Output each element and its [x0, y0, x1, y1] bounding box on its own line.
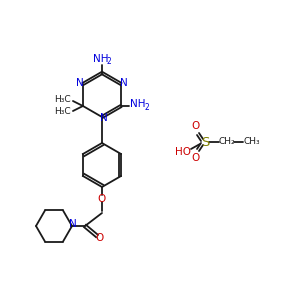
Text: 2: 2: [106, 58, 111, 67]
Text: 2: 2: [145, 103, 149, 112]
Text: NH: NH: [130, 99, 146, 109]
Text: H₃C: H₃C: [54, 106, 70, 116]
Text: HO: HO: [175, 147, 191, 157]
Text: N: N: [69, 219, 77, 229]
Text: S: S: [201, 136, 209, 148]
Text: O: O: [96, 233, 104, 243]
Text: H₃C: H₃C: [54, 94, 70, 103]
Text: CH₃: CH₃: [244, 136, 260, 146]
Text: CH₂: CH₂: [219, 136, 235, 146]
Text: N: N: [120, 78, 128, 88]
Text: N: N: [100, 113, 108, 123]
Text: O: O: [98, 194, 106, 204]
Text: O: O: [192, 121, 200, 131]
Text: N: N: [76, 78, 84, 88]
Text: NH: NH: [93, 54, 109, 64]
Text: O: O: [192, 153, 200, 163]
